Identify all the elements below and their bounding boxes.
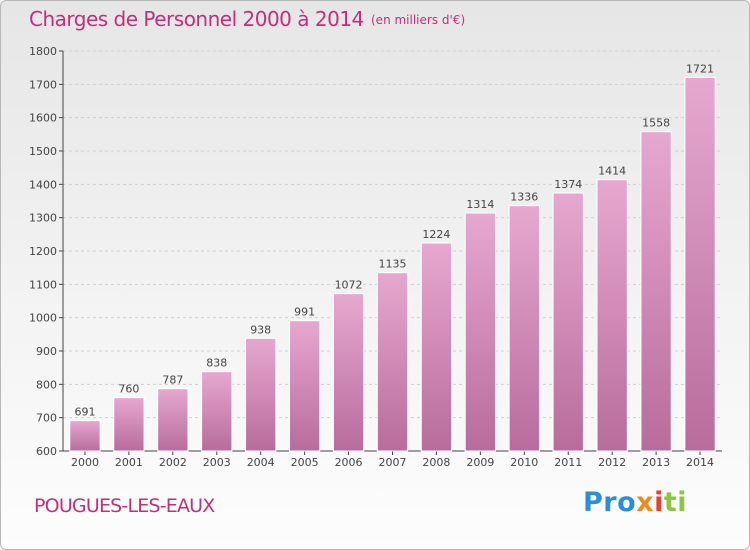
data-label: 938 [250, 323, 271, 336]
y-tick-label: 1100 [29, 278, 57, 291]
bar [113, 397, 145, 452]
x-tick-label: 2007 [379, 456, 407, 469]
bar [201, 371, 233, 452]
x-tick-label: 2002 [159, 456, 187, 469]
y-tick-label: 1600 [29, 112, 57, 125]
chart-title: Charges de Personnel 2000 à 2014 [29, 7, 364, 31]
town-name: POUGUES-LES-EAUX [34, 495, 215, 517]
y-tick-label: 1300 [29, 212, 57, 225]
y-tick-label: 1800 [29, 45, 57, 58]
y-tick-label: 1200 [29, 245, 57, 258]
bar [420, 242, 453, 452]
y-tick-label: 800 [36, 378, 57, 391]
data-label: 1414 [598, 165, 626, 178]
bar [245, 337, 277, 452]
proxiti-logo[interactable]: Proxiti [583, 487, 687, 518]
data-label: 1558 [642, 117, 670, 130]
x-tick-label: 2006 [335, 456, 363, 469]
x-tick-label: 2011 [554, 456, 582, 469]
bar [288, 320, 321, 452]
logo-part: Pro [583, 487, 637, 518]
y-tick-label: 1000 [29, 312, 57, 325]
labels: 691 760 787 838 938 991 1072 1135 1224 1314 1336 13… [74, 62, 714, 418]
x-tick-label: 2013 [642, 456, 670, 469]
x-tick-label: 2004 [247, 456, 275, 469]
bar [508, 205, 540, 452]
x-tick-label: 2005 [291, 456, 319, 469]
data-label: 787 [162, 374, 183, 387]
data-label: 1374 [554, 178, 582, 191]
bar [640, 131, 672, 452]
x-tick-label: 2010 [510, 456, 538, 469]
y-tick-label: 700 [36, 412, 57, 425]
x-tick-label: 2003 [203, 456, 231, 469]
y-tick-label: 1400 [29, 178, 57, 191]
logo-part: x [636, 487, 655, 518]
x-tick-label: 2014 [686, 456, 714, 469]
data-label: 1072 [335, 279, 363, 292]
y-tick-label: 1500 [29, 145, 57, 158]
bar [376, 272, 409, 452]
bar [157, 388, 189, 452]
bar [684, 76, 716, 452]
y-tick-label: 1700 [29, 78, 57, 91]
y-tick-label: 900 [36, 345, 57, 358]
x-tick-label: 2000 [71, 456, 99, 469]
data-label: 1135 [379, 258, 407, 271]
x-tick-label: 2008 [422, 456, 450, 469]
bar [69, 420, 101, 452]
data-label: 760 [118, 383, 139, 396]
x-tick-label: 2001 [115, 456, 143, 469]
bar [332, 293, 365, 452]
x-tick-label: 2009 [466, 456, 494, 469]
data-label: 1224 [422, 228, 450, 241]
bar [552, 192, 584, 452]
data-label: 991 [294, 306, 315, 319]
data-label: 1336 [510, 191, 538, 204]
bars [69, 76, 716, 452]
data-label: 691 [74, 406, 95, 419]
y-tick-label: 600 [36, 445, 57, 458]
bar [464, 212, 497, 452]
data-label: 1314 [466, 198, 494, 211]
data-label: 1721 [686, 62, 714, 75]
logo-part: i [654, 487, 664, 518]
data-label: 838 [206, 357, 227, 370]
x-tick-label: 2012 [598, 456, 626, 469]
chart-subtitle: (en milliers d'€) [371, 13, 466, 27]
logo-part: ti [663, 487, 688, 518]
bar [596, 179, 628, 452]
